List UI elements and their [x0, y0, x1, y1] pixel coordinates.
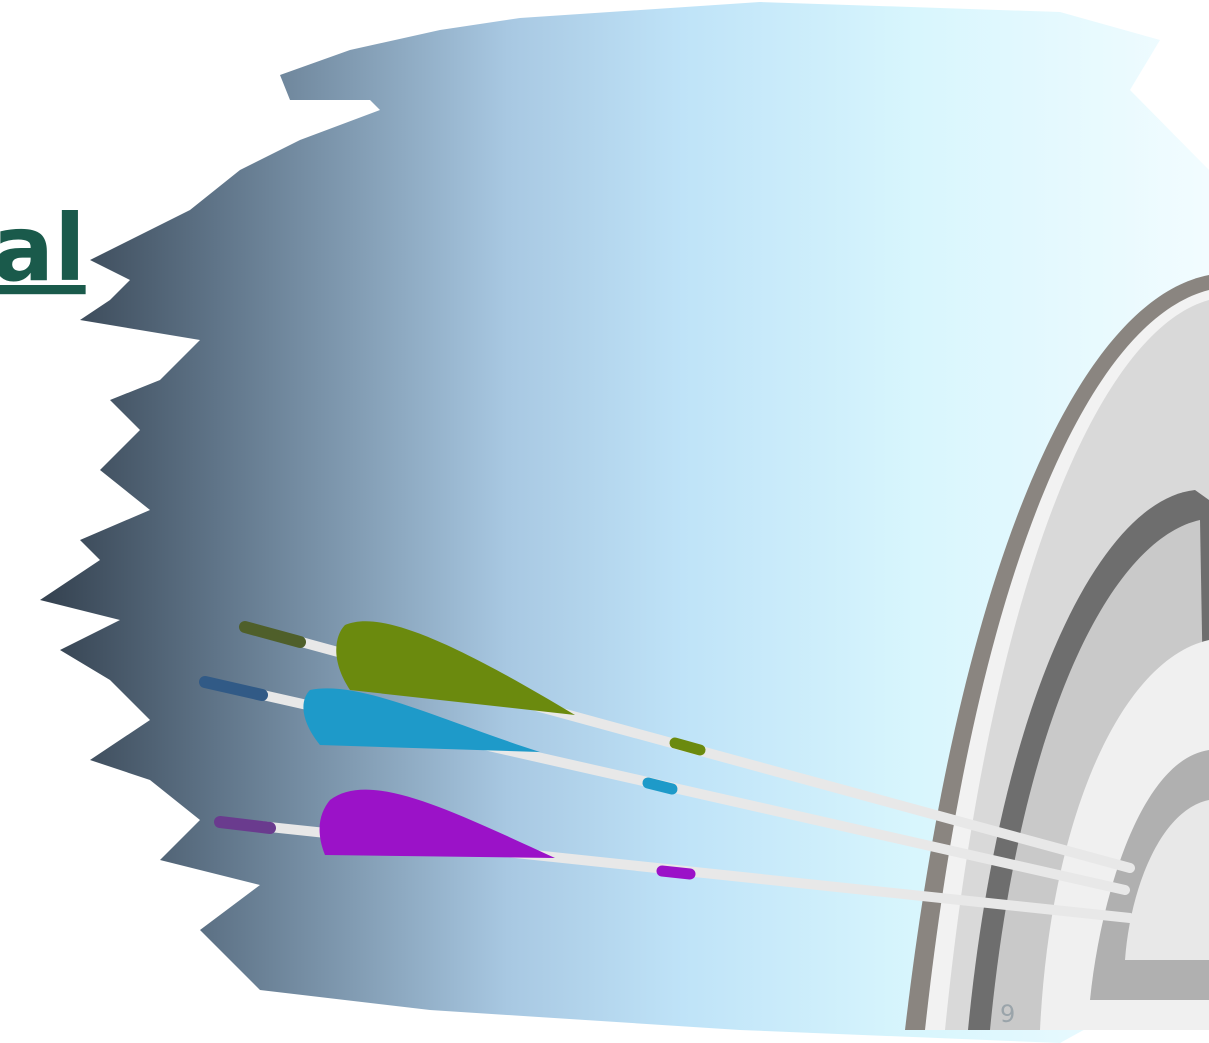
- target: [905, 275, 1209, 1030]
- brush-background: [40, 2, 1209, 1043]
- page-number: 9: [1000, 1000, 1015, 1028]
- title: al: [0, 195, 86, 302]
- arrows: [199, 621, 1135, 923]
